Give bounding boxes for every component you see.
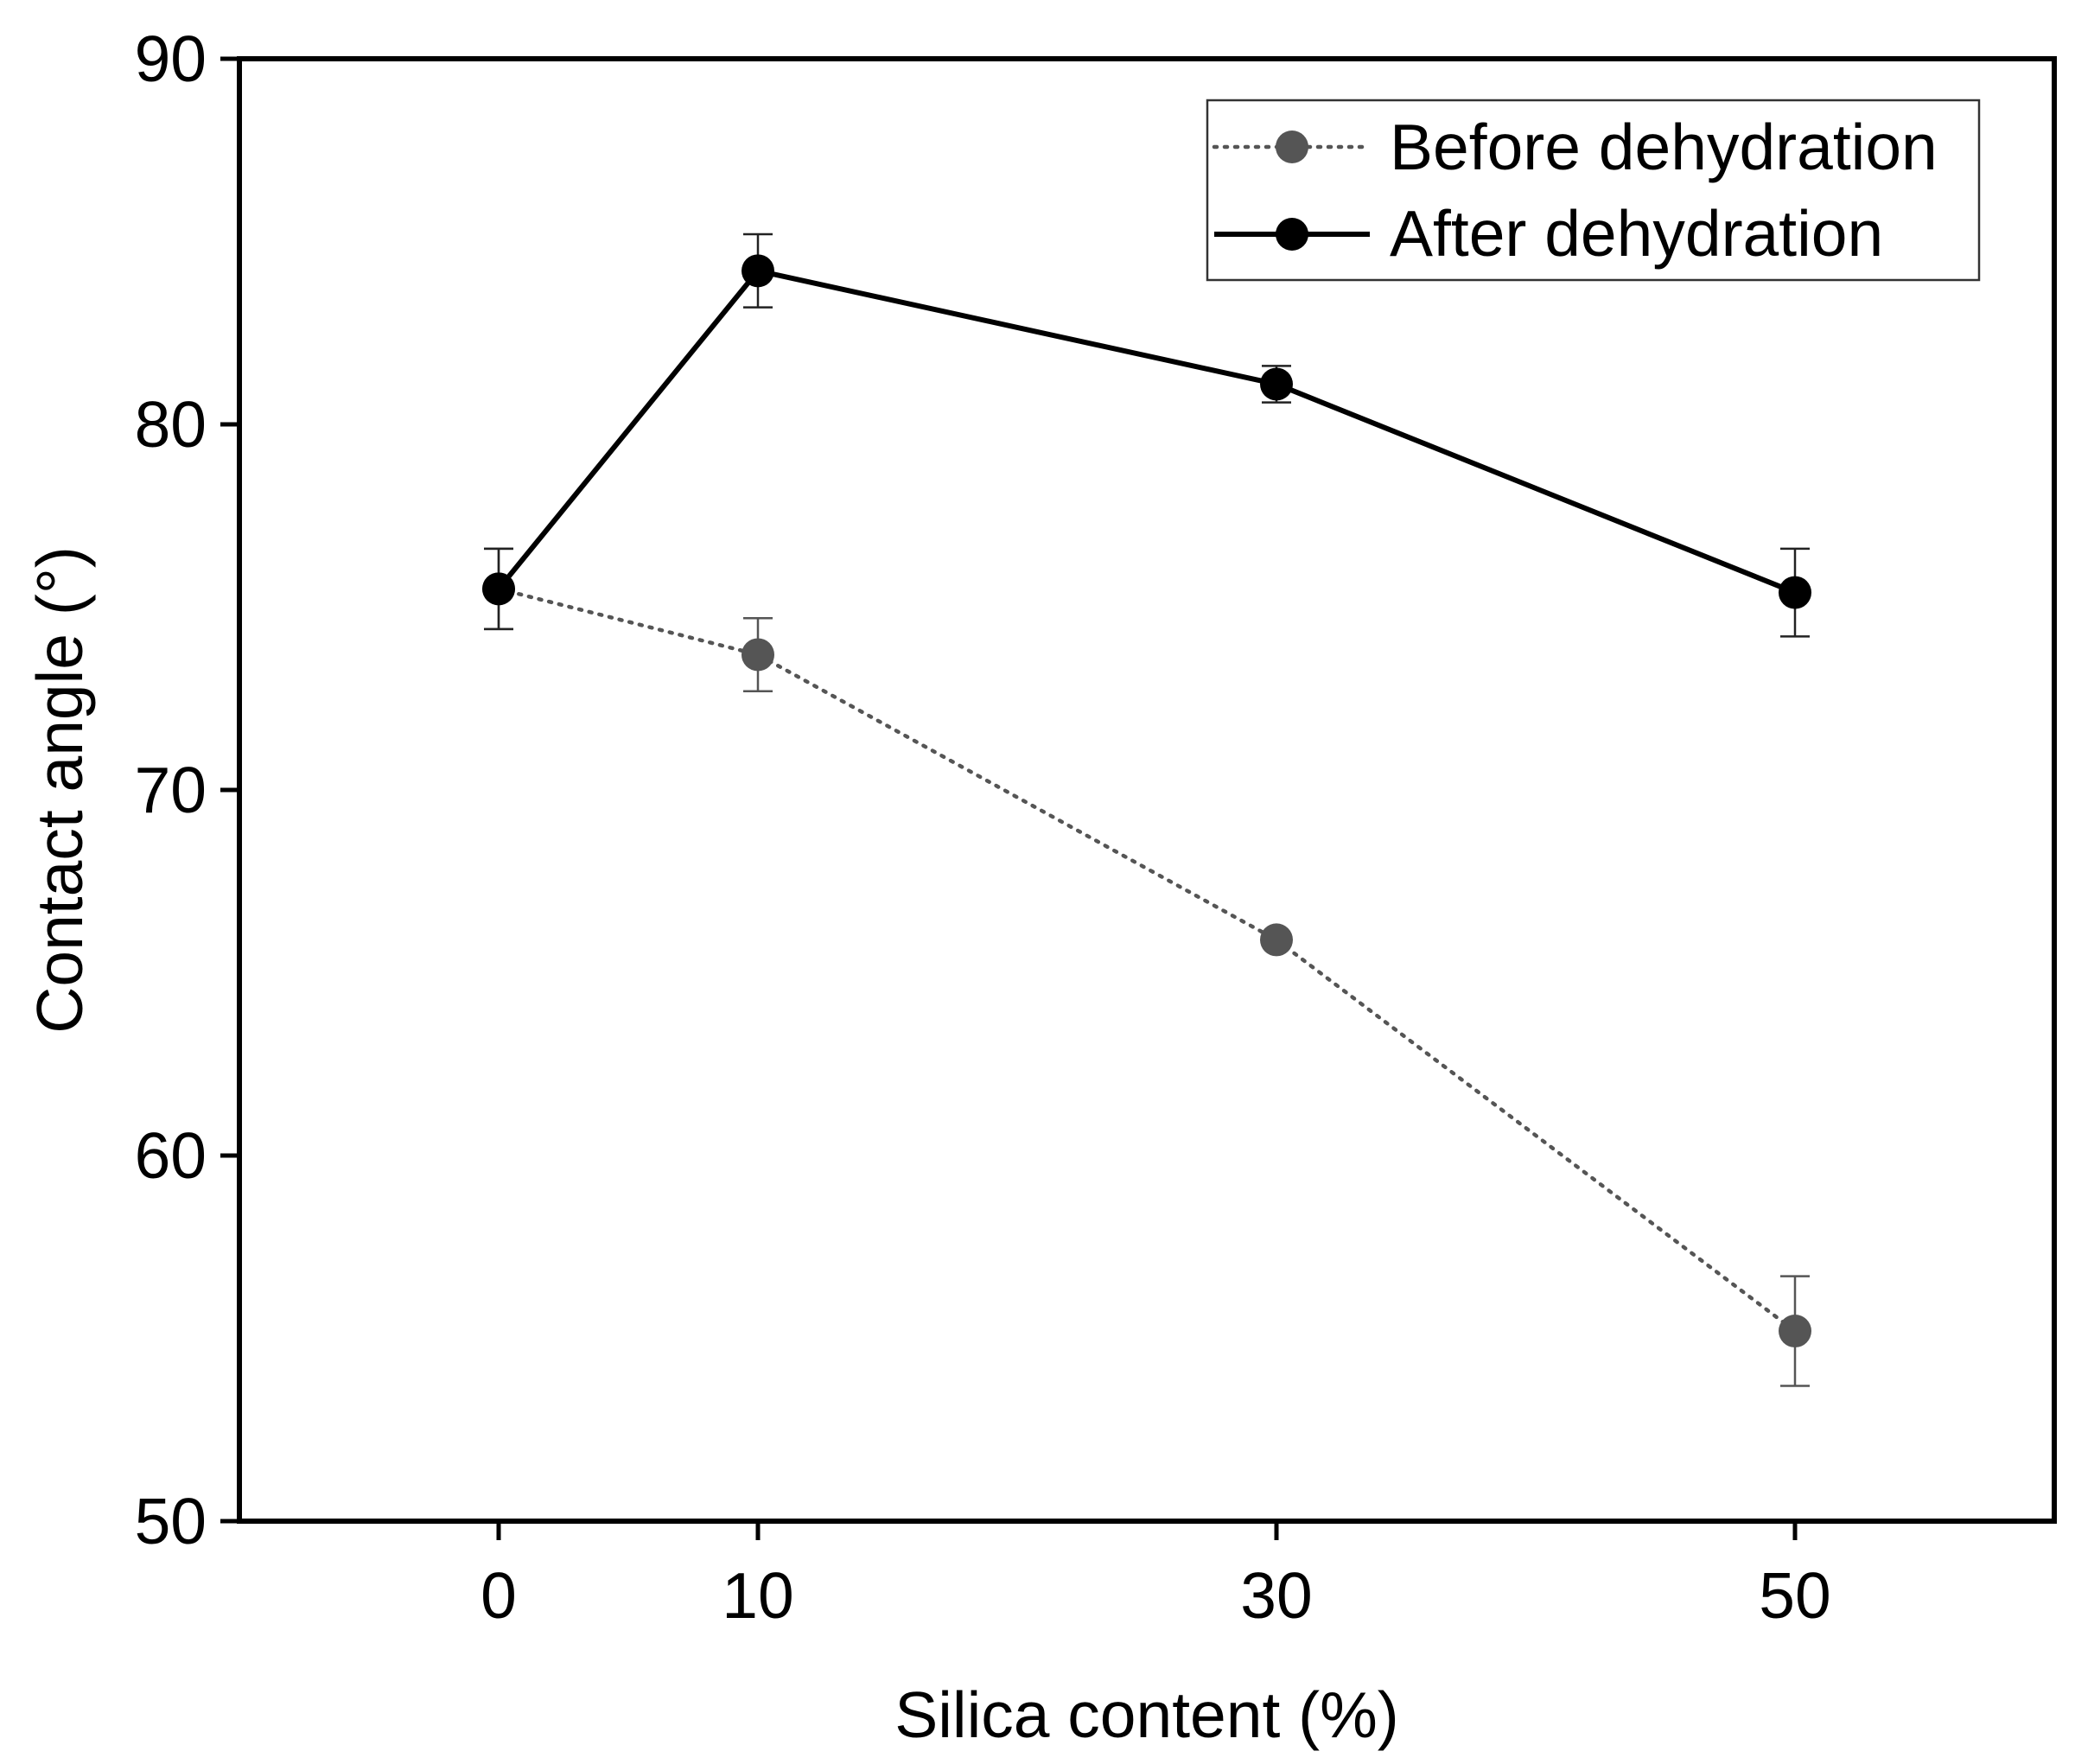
y-tick-label: 80 (135, 388, 207, 461)
y-tick-label: 90 (135, 22, 207, 95)
y-tick-label: 50 (135, 1485, 207, 1557)
x-tick-label: 10 (722, 1559, 793, 1632)
x-tick-label: 30 (1240, 1559, 1312, 1632)
data-point-after (1779, 576, 1811, 609)
x-axis-title: Silica content (%) (894, 1678, 1399, 1751)
data-point-before (1260, 923, 1293, 957)
data-point-before (742, 638, 774, 672)
legend: Before dehydration After dehydration (1206, 99, 1981, 282)
y-tick-label: 60 (135, 1119, 207, 1192)
series-line-after (496, 268, 1797, 595)
data-point-before (1779, 1315, 1811, 1348)
legend-box (1206, 99, 1981, 282)
legend-label-after: After dehydration (1390, 197, 1883, 270)
y-axis-title: Contact angle (°) (23, 546, 96, 1034)
x-tick-label: 50 (1759, 1559, 1830, 1632)
legend-marker-before (1276, 131, 1308, 163)
series-line-before (496, 587, 1798, 1334)
legend-label-before: Before dehydration (1390, 111, 1938, 183)
data-point-after (1260, 367, 1293, 401)
data-point-after (742, 254, 774, 288)
x-axis: 0 10 30 50 (481, 1521, 1831, 1632)
y-tick-label: 70 (135, 754, 207, 826)
data-point-after (482, 572, 515, 606)
legend-marker-after (1276, 218, 1308, 251)
y-axis: 50 60 70 80 90 (135, 22, 239, 1557)
x-tick-label: 0 (481, 1559, 517, 1632)
series-layer (482, 232, 1811, 1387)
